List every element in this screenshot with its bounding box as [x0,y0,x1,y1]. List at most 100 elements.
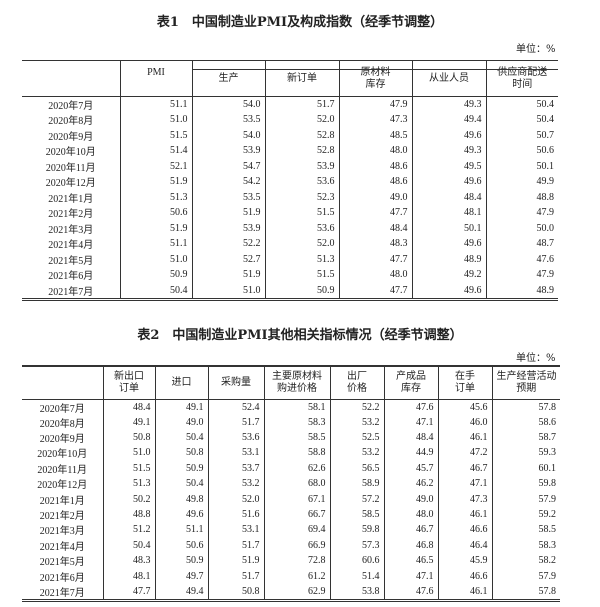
table-cell: 46.2 [383,476,438,492]
table-cell: 59.8 [329,522,384,538]
row-label: 2020年9月 [39,434,85,446]
table-row: 2021年7月 47.7 49.4 50.8 62.9 53.8 47.6 46.1 57.8 [22,583,560,601]
table-cell: 53.2 [329,445,384,461]
table-cell: 52.3 [264,189,339,205]
table-cell: 46.1 [437,583,492,601]
table-cell: 48.4 [102,399,155,415]
table-cell: 57.8 [491,399,560,415]
table-cell: 48.8 [485,189,558,205]
table-cell: 48.0 [338,143,412,159]
table-cell: 47.6 [485,251,558,267]
table-cell: 51.5 [264,267,339,283]
table-row: 2021年5月 48.3 50.9 51.9 72.8 60.6 46.5 45.9 58.2 [22,553,560,569]
table-cell: 52.5 [329,429,384,446]
table-cell: 53.8 [329,583,384,601]
table-cell: 50.1 [485,158,558,174]
column-header: 新订单 [264,60,339,97]
table-cell: 49.5 [411,158,486,174]
table-cell: 51.5 [102,460,155,477]
table2-body: 2020年7月 48.4 49.1 52.4 58.1 52.2 47.6 45.6 57.8 2… [22,399,560,601]
table-cell: 48.9 [485,282,558,299]
table-cell: 58.3 [263,414,330,430]
table-cell: 49.6 [154,506,208,523]
table-cell: 52.1 [119,158,192,174]
table-cell: 44.9 [383,445,438,461]
table-cell: 51.9 [191,267,265,283]
column-header: 出厂 价格 [329,366,384,399]
table-cell: 46.7 [383,522,438,538]
table-cell: 48.1 [102,568,155,584]
table-cell: 53.2 [207,476,264,492]
table-cell: 49.4 [154,583,208,601]
table-cell: 53.9 [191,143,265,159]
table-cell: 53.9 [191,220,265,236]
table-row: 2020年11月 52.1 54.7 53.9 48.6 49.5 50.1 [22,158,558,174]
table-cell: 58.2 [491,553,560,569]
table-cell: 51.3 [264,251,339,267]
table-cell: 45.6 [437,399,492,415]
row-label: 2020年11月 [45,162,96,174]
table-cell: 49.6 [411,127,486,143]
table-row: 2021年6月 50.9 51.9 51.5 48.0 49.2 47.9 [22,267,558,283]
table-cell: 46.1 [437,429,492,446]
table-cell: 52.2 [329,399,384,415]
table-row: 2020年11月 51.5 50.9 53.7 62.6 56.5 45.7 46.7 60.1 [22,460,560,477]
table1-pmi-components: PMI 生产 新订单 原材料 库存 从业人员 供应商配送 时间 2020年7月 51.1 54.0… [22,60,558,301]
table-cell: 48.0 [338,267,412,283]
table-cell: 51.1 [154,522,208,538]
row-label: 2021年4月 [39,541,85,553]
table-cell: 49.0 [383,491,438,507]
table-cell: 52.0 [264,112,339,128]
table-cell: 48.6 [338,174,412,190]
row-label: 2020年9月 [48,131,94,143]
table-cell: 47.3 [437,491,492,507]
table-cell: 47.7 [338,205,412,221]
table-cell: 46.5 [383,553,438,569]
table-cell: 47.9 [338,96,412,112]
table-row: 2020年12月 51.9 54.2 53.6 48.6 49.6 49.9 [22,174,558,190]
table-row: 2021年4月 51.1 52.2 52.0 48.3 49.6 48.7 [22,236,558,252]
table-cell: 58.1 [263,399,330,415]
table-cell: 48.4 [383,429,438,446]
column-header: 主要原材料 购进价格 [263,366,330,399]
table1-body: 2020年7月 51.1 54.0 51.7 47.9 49.3 50.4 2020年8月 51… [22,96,558,299]
table-cell: 58.3 [491,537,560,554]
table-cell: 50.9 [154,553,208,569]
table-cell: 47.6 [383,399,438,415]
table-cell: 52.8 [264,127,339,143]
table-cell: 59.8 [491,476,560,492]
table-row: 2020年7月 48.4 49.1 52.4 58.1 52.2 47.6 45.6 57.8 [22,399,560,415]
table-cell: 50.8 [102,429,155,446]
table-cell: 49.3 [411,143,486,159]
column-header: 产成品 库存 [383,366,438,399]
table-cell: 46.8 [383,537,438,554]
table-row: 2020年10月 51.4 53.9 52.8 48.0 49.3 50.6 [22,143,558,159]
table2-other-indicators: 新出口 订单 进口 采购量 主要原材料 购进价格 出厂 价格 产成品 库存 在手 订单 生产经营活动 预期… [22,365,560,602]
table-cell: 50.4 [154,429,208,446]
table-cell: 68.0 [263,476,330,492]
table2-header-row: 新出口 订单 进口 采购量 主要原材料 购进价格 出厂 价格 产成品 库存 在手 订单 生产经营活动 预期 [22,366,560,399]
table-row: 2020年9月 50.8 50.4 53.6 58.5 52.5 48.4 46.1 58.7 [22,429,560,446]
table-cell: 57.2 [329,491,384,507]
table-cell: 47.3 [338,112,412,128]
table-cell: 47.6 [383,583,438,601]
table-cell: 49.1 [154,399,208,415]
table-cell: 51.4 [329,568,384,584]
table-cell: 48.3 [338,236,412,252]
column-header: 新出口 订单 [102,366,155,399]
table-cell: 51.2 [102,522,155,538]
table-cell: 46.6 [437,522,492,538]
table-row: 2021年2月 48.8 49.6 51.6 66.7 58.5 48.0 46.1 59.2 [22,506,560,523]
table-cell: 51.5 [119,127,192,143]
row-label: 2020年8月 [48,116,94,128]
table-cell: 53.7 [207,460,264,477]
table-cell: 54.2 [191,174,265,190]
table-cell: 46.6 [437,568,492,584]
table-cell: 48.0 [383,506,438,523]
table-cell: 49.9 [485,174,558,190]
table-cell: 47.7 [102,583,155,601]
row-label: 2021年2月 [48,209,94,221]
table-cell: 50.4 [119,282,192,299]
table-cell: 57.3 [329,537,384,554]
table1-unit: 单位：% [516,44,556,55]
